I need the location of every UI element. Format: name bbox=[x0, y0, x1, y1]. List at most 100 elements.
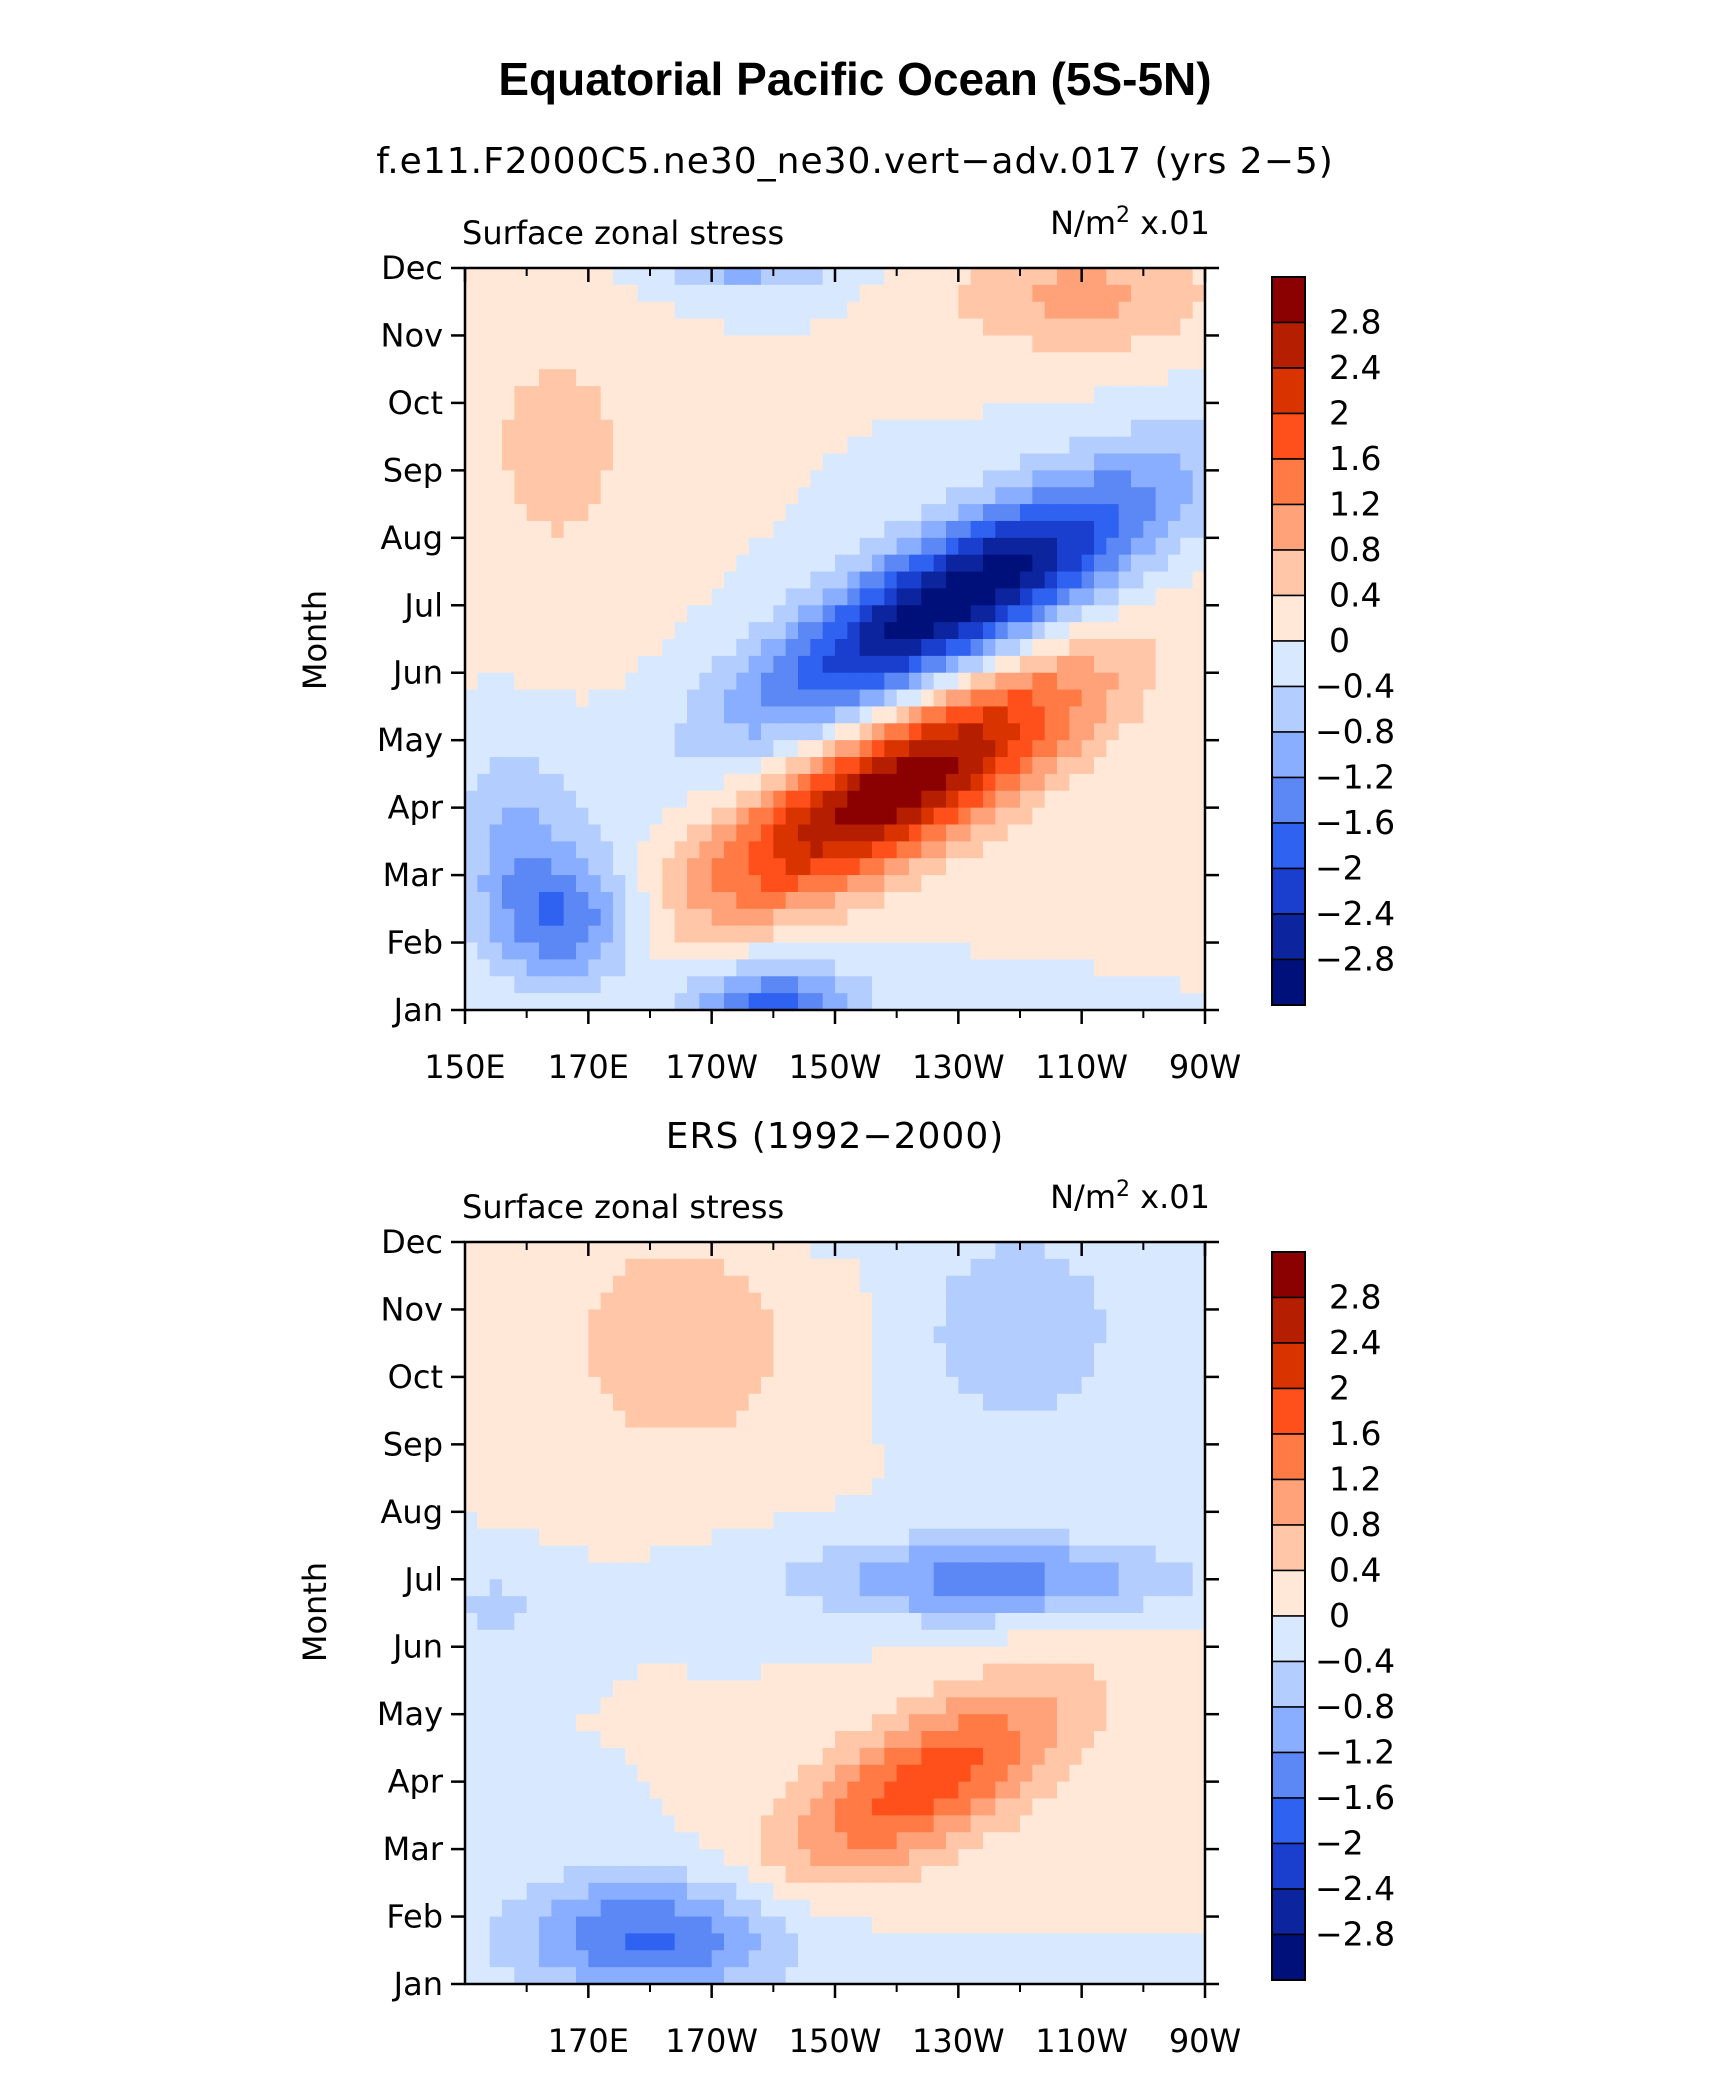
heatmap-cell bbox=[650, 1478, 663, 1496]
heatmap-cell bbox=[1007, 504, 1021, 522]
heatmap-cell bbox=[489, 1865, 503, 1884]
heatmap-cell bbox=[859, 1714, 873, 1732]
heatmap-cell bbox=[896, 419, 910, 438]
heatmap-cell bbox=[835, 1680, 848, 1698]
heatmap-cell bbox=[477, 588, 491, 606]
heatmap-cell bbox=[1057, 1545, 1070, 1564]
heatmap-cell bbox=[1168, 1596, 1181, 1614]
heatmap-cell bbox=[465, 419, 478, 438]
heatmap-cell bbox=[896, 1326, 910, 1344]
heatmap-cell bbox=[1106, 891, 1120, 910]
heatmap-cell bbox=[539, 1849, 552, 1867]
heatmap-cell bbox=[896, 1292, 910, 1311]
heatmap-cell bbox=[477, 1663, 491, 1682]
heatmap-cell bbox=[970, 1545, 984, 1564]
heatmap-cell bbox=[1106, 1427, 1120, 1445]
heatmap-cell bbox=[1143, 1427, 1157, 1445]
heatmap-cell bbox=[1168, 723, 1181, 741]
heatmap-cell bbox=[650, 537, 663, 556]
heatmap-cell bbox=[465, 1360, 478, 1378]
heatmap-cell bbox=[958, 453, 972, 471]
heatmap-cell bbox=[563, 537, 577, 556]
heatmap-cell bbox=[724, 959, 737, 977]
heatmap-cell bbox=[588, 841, 602, 859]
heatmap-cell bbox=[970, 1309, 984, 1327]
heatmap-cell bbox=[1007, 284, 1021, 303]
heatmap-cell bbox=[662, 891, 676, 910]
heatmap-cell bbox=[1106, 1714, 1120, 1732]
heatmap-cell bbox=[921, 757, 935, 775]
heatmap-cell bbox=[1057, 1613, 1070, 1631]
heatmap-cell bbox=[761, 1343, 774, 1361]
heatmap-cell bbox=[1131, 858, 1144, 876]
heatmap-cell bbox=[514, 740, 528, 758]
heatmap-cell bbox=[835, 1815, 848, 1833]
heatmap-cell bbox=[489, 959, 503, 977]
heatmap-cell bbox=[872, 706, 885, 724]
heatmap-cell bbox=[502, 520, 515, 539]
heatmap-cell bbox=[884, 1562, 898, 1580]
heatmap-cell bbox=[810, 1579, 824, 1597]
heatmap-cell bbox=[724, 908, 737, 927]
heatmap-cell bbox=[847, 1292, 861, 1311]
heatmap-cell bbox=[637, 605, 651, 623]
heatmap-cell bbox=[835, 993, 848, 1011]
heatmap-cell bbox=[1069, 318, 1083, 337]
heatmap-cell bbox=[563, 1343, 577, 1361]
heatmap-cell bbox=[933, 1511, 947, 1530]
heatmap-cell bbox=[699, 419, 713, 438]
heatmap-cell bbox=[711, 773, 725, 792]
heatmap-cell bbox=[502, 402, 515, 421]
heatmap-cell bbox=[995, 588, 1009, 606]
heatmap-cell bbox=[859, 571, 873, 590]
heatmap-cell bbox=[1069, 352, 1083, 370]
heatmap-cell bbox=[958, 1258, 972, 1277]
heatmap-cell bbox=[563, 268, 577, 286]
heatmap-cell bbox=[1032, 352, 1046, 370]
heatmap-cell bbox=[995, 891, 1009, 910]
heatmap-cell bbox=[1020, 588, 1033, 606]
heatmap-cell bbox=[724, 1494, 737, 1513]
heatmap-cell bbox=[847, 740, 861, 758]
heatmap-cell bbox=[822, 908, 836, 927]
heatmap-cell bbox=[859, 1360, 873, 1378]
heatmap-cell bbox=[736, 1832, 750, 1850]
heatmap-cell bbox=[576, 672, 589, 691]
heatmap-cell bbox=[600, 1292, 614, 1311]
heatmap-cell bbox=[958, 622, 972, 640]
heatmap-cell bbox=[847, 1646, 861, 1665]
heatmap-cell bbox=[785, 1393, 799, 1412]
heatmap-cell bbox=[748, 773, 762, 792]
heatmap-cell bbox=[563, 588, 577, 606]
heatmap-cell bbox=[613, 1747, 626, 1766]
heatmap-cell bbox=[1180, 1528, 1194, 1547]
heatmap-cell bbox=[1118, 1427, 1132, 1445]
heatmap-cell bbox=[946, 1410, 959, 1429]
heatmap-cell bbox=[588, 1360, 602, 1378]
heatmap-cell bbox=[637, 487, 651, 505]
heatmap-cell bbox=[847, 1360, 861, 1378]
heatmap-cell bbox=[613, 1393, 626, 1412]
heatmap-cell bbox=[1143, 942, 1157, 961]
heatmap-cell bbox=[1155, 1629, 1169, 1648]
heatmap-cell bbox=[600, 875, 614, 893]
heatmap-cell bbox=[625, 959, 639, 977]
heatmap-cell bbox=[785, 335, 799, 353]
heatmap-cell bbox=[1094, 335, 1107, 353]
heatmap-cell bbox=[872, 1613, 885, 1631]
heatmap-cell bbox=[822, 571, 836, 590]
heatmap-cell bbox=[970, 1360, 984, 1378]
heatmap-cell bbox=[699, 993, 713, 1011]
heatmap-cell bbox=[822, 1478, 836, 1496]
heatmap-cell bbox=[539, 335, 552, 353]
heatmap-cell bbox=[1032, 1781, 1046, 1800]
heatmap-cell bbox=[1118, 537, 1132, 556]
heatmap-cell bbox=[921, 655, 935, 674]
heatmap-cell bbox=[946, 554, 959, 573]
heatmap-cell bbox=[970, 993, 984, 1011]
heatmap-cell bbox=[1106, 1478, 1120, 1496]
heatmap-cell bbox=[884, 504, 898, 522]
heatmap-cell bbox=[822, 520, 836, 539]
heatmap-cell bbox=[995, 1815, 1009, 1833]
heatmap-cell bbox=[662, 655, 676, 674]
